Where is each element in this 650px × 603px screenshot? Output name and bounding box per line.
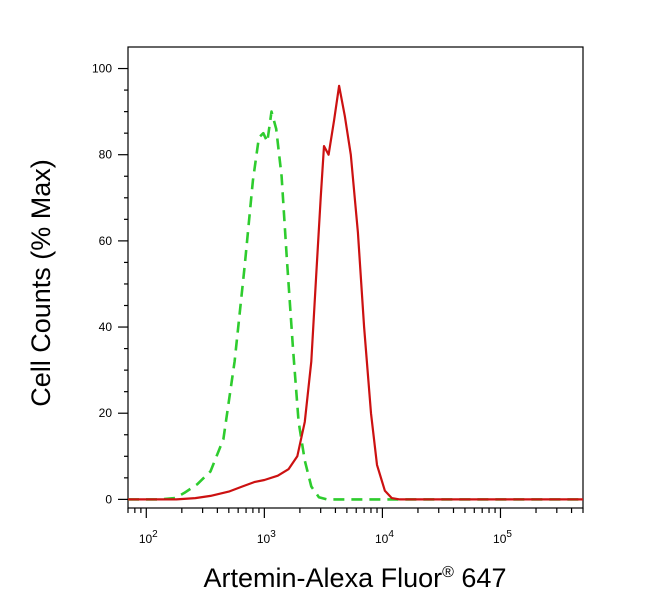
y-tick-label: 40 <box>99 320 113 334</box>
y-axis-ticks: 0 20 40 60 80 100 <box>92 62 128 506</box>
x-axis-ticks: 102 103 104 105 <box>127 508 584 546</box>
y-axis-title: Cell Counts (% Max) <box>26 159 56 407</box>
y-tick-label: 80 <box>99 148 113 162</box>
x-tick-label: 103 <box>257 529 276 546</box>
y-tick-label: 100 <box>92 62 112 76</box>
series-group <box>128 84 583 501</box>
x-tick-label: 104 <box>375 529 394 546</box>
plot-area <box>127 46 584 509</box>
series-line-solid <box>128 84 583 501</box>
plot-frame <box>127 46 584 509</box>
y-tick-label: 60 <box>99 234 113 248</box>
series-line-dashed <box>128 110 583 501</box>
y-tick-label: 0 <box>105 492 112 506</box>
x-tick-label: 102 <box>139 529 158 546</box>
y-tick-label: 20 <box>99 406 113 420</box>
x-tick-label: 105 <box>493 529 512 546</box>
x-axis-title: Artemin-Alexa Fluor® 647 <box>204 563 507 593</box>
